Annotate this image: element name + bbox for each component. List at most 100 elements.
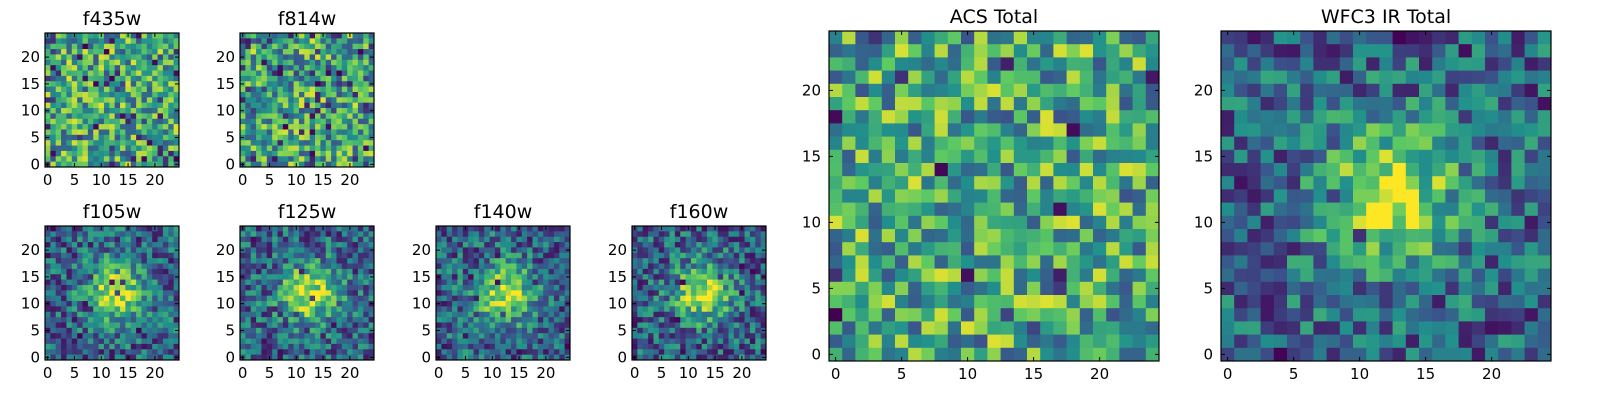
heatmap-cell: [162, 156, 169, 163]
heatmap-cell: [93, 91, 99, 98]
heatmap-cell: [130, 86, 137, 93]
heatmap-cell: [66, 129, 73, 136]
heatmap-cell: [82, 156, 89, 163]
heatmap-cell: [293, 65, 300, 71]
heatmap-cell: [87, 306, 94, 313]
heatmap-cell: [868, 57, 883, 71]
heatmap-cell: [1040, 136, 1054, 151]
heatmap-cell: [272, 129, 278, 136]
heatmap-cell: [842, 242, 856, 256]
heatmap-cell: [245, 145, 252, 152]
heatmap-cell: [446, 349, 453, 356]
heatmap-cell: [250, 343, 257, 350]
heatmap-cell: [855, 308, 869, 322]
heatmap-cell: [363, 38, 370, 45]
heatmap-cell: [293, 70, 300, 77]
heatmap-cell: [363, 268, 370, 275]
heatmap-cell: [1511, 110, 1525, 124]
heatmap-cell: [744, 274, 751, 280]
heatmap-cell: [261, 86, 268, 93]
heatmap-cell: [842, 295, 856, 309]
heatmap-cell: [240, 86, 246, 93]
heatmap-cell: [543, 301, 549, 307]
heatmap-cell: [120, 242, 126, 248]
heatmap-cell: [93, 156, 99, 163]
heatmap-cell: [50, 263, 57, 270]
heatmap-cell: [881, 255, 896, 269]
heatmap-cell: [1445, 176, 1459, 190]
heatmap-cell: [66, 231, 73, 238]
heatmap-cell: [947, 347, 962, 362]
heatmap-cell: [895, 295, 909, 309]
heatmap-cell: [760, 295, 767, 302]
heatmap-cell: [680, 338, 686, 345]
heatmap-cell: [71, 252, 78, 259]
heatmap-cell: [66, 91, 73, 98]
heatmap-cell: [685, 322, 692, 329]
heatmap-cell: [93, 140, 99, 146]
heatmap-cell: [712, 295, 719, 302]
heatmap-cell: [723, 327, 729, 334]
heatmap-cell: [527, 284, 533, 291]
heatmap-cell: [494, 349, 501, 356]
heatmap-cell: [500, 322, 507, 329]
heatmap-cell: [347, 258, 353, 264]
heatmap-cell: [55, 343, 62, 350]
heatmap-cell: [77, 290, 83, 297]
heatmap-cell: [331, 134, 337, 141]
heatmap-cell: [1053, 202, 1067, 217]
heatmap-cell: [98, 113, 105, 120]
x-tick-label: 5: [897, 365, 907, 383]
heatmap-cell: [717, 252, 724, 259]
heatmap-cell: [168, 140, 175, 146]
heatmap-cell: [136, 317, 142, 323]
heatmap-cell: [141, 134, 148, 141]
heatmap-cell: [717, 317, 724, 323]
heatmap-cell: [93, 322, 99, 329]
heatmap-cell: [87, 252, 94, 259]
heatmap-cell: [1093, 70, 1107, 85]
heatmap-cell: [1432, 70, 1446, 85]
heatmap-cell: [298, 306, 305, 313]
heatmap-cell: [136, 38, 142, 45]
heatmap-cell: [855, 44, 869, 58]
heatmap-cell: [87, 322, 94, 329]
heatmap-cell: [146, 317, 153, 323]
heatmap-cell: [55, 258, 62, 264]
heatmap-cell: [674, 301, 681, 307]
heatmap-cell: [272, 317, 278, 323]
heatmap-cell: [50, 295, 57, 302]
heatmap-cell: [749, 343, 756, 350]
heatmap-cell: [1093, 334, 1107, 349]
heatmap-cell: [352, 70, 359, 77]
heatmap-cell: [293, 140, 300, 146]
heatmap-cell: [347, 290, 353, 297]
heatmap-cell: [136, 284, 142, 291]
heatmap-cell: [1053, 321, 1067, 335]
heatmap-cell: [1132, 321, 1147, 335]
heatmap-cell: [653, 226, 660, 232]
heatmap-cell: [1000, 110, 1015, 124]
heatmap-cell: [125, 75, 132, 82]
heatmap-cell: [272, 268, 278, 275]
heatmap-cell: [728, 301, 735, 307]
heatmap-cell: [516, 333, 523, 339]
heatmap-cell: [749, 284, 756, 291]
x-tick-label: 15: [314, 364, 333, 382]
heatmap-cell: [341, 295, 348, 302]
y-tick-label: 5: [225, 322, 235, 340]
heatmap-cell: [146, 338, 153, 345]
heatmap-cell: [755, 226, 762, 232]
heatmap-cell: [855, 123, 869, 137]
heatmap-cell: [146, 43, 153, 50]
heatmap-cell: [162, 113, 169, 120]
heatmap-cell: [505, 290, 512, 297]
heatmap-cell: [293, 113, 300, 120]
heatmap-cell: [674, 333, 681, 339]
heatmap-cell: [130, 140, 137, 146]
heatmap-cell: [749, 252, 756, 259]
heatmap-cell: [473, 327, 480, 334]
heatmap-cell: [1013, 229, 1028, 243]
heatmap-cell: [532, 226, 539, 232]
